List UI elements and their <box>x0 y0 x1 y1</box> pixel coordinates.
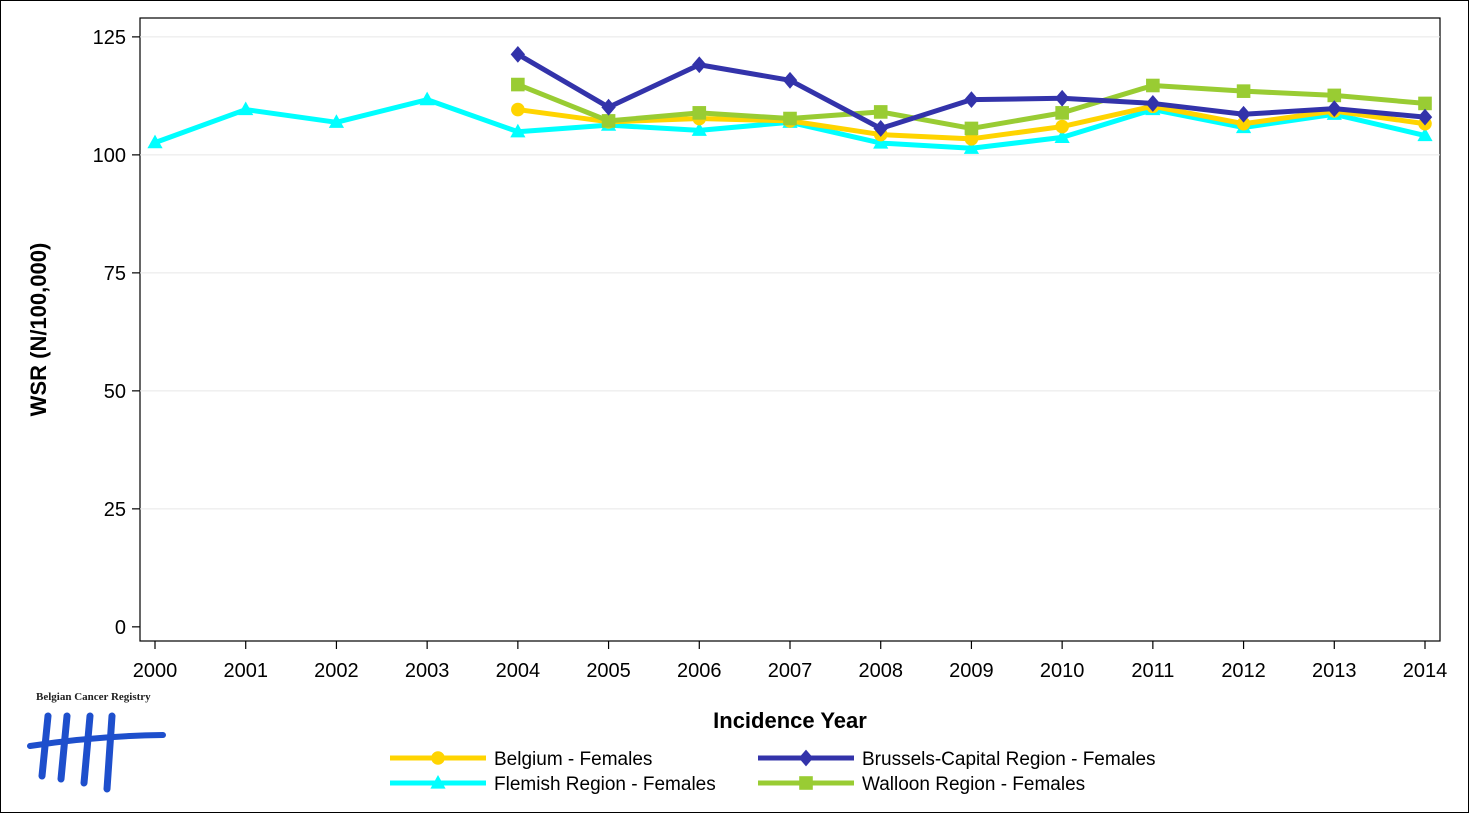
data-point <box>1055 119 1069 134</box>
legend-marker <box>798 749 814 767</box>
x-tick-label: 2009 <box>949 660 994 682</box>
x-tick-label: 2002 <box>314 660 359 682</box>
data-point <box>510 123 526 138</box>
y-axis-title: WSR (N/100,000) <box>26 243 51 417</box>
tally-stroke <box>80 712 94 787</box>
data-point <box>964 91 979 109</box>
data-point <box>238 101 254 116</box>
x-tick-label: 2005 <box>586 660 631 682</box>
y-tick-label: 125 <box>93 27 126 49</box>
x-tick-label: 2006 <box>677 660 722 682</box>
data-point <box>1418 96 1432 111</box>
data-point <box>1236 84 1251 98</box>
data-point <box>1327 100 1342 118</box>
x-tick-label: 2013 <box>1312 660 1357 682</box>
legend-label: Walloon Region - Females <box>862 774 1085 795</box>
legend-item: Flemish Region - Females <box>390 774 716 795</box>
x-axis-title: Incidence Year <box>713 708 867 733</box>
legend: Belgium - Females Brussels-Capital Region… <box>390 749 1156 795</box>
y-tick-label: 0 <box>115 617 126 639</box>
data-point <box>873 135 889 149</box>
x-tick-label: 2003 <box>405 660 450 682</box>
data-point <box>964 121 979 136</box>
data-point <box>1236 116 1251 131</box>
logo-text: Belgian Cancer Registry <box>36 691 151 703</box>
data-point <box>964 132 979 146</box>
legend-label: Flemish Region - Females <box>494 774 716 795</box>
y-axis: 0 25 50 75 100 125 <box>93 27 140 639</box>
x-tick-label: 2004 <box>496 660 541 682</box>
x-tick-label: 2014 <box>1403 660 1448 682</box>
y-tick-label: 50 <box>104 381 126 403</box>
data-point <box>691 122 707 136</box>
data-point <box>601 98 616 116</box>
legend-marker <box>799 776 813 790</box>
y-tick-label: 100 <box>93 145 126 167</box>
tally-marks-icon <box>27 712 166 793</box>
tally-stroke <box>57 712 71 783</box>
data-point <box>1417 108 1433 126</box>
data-point <box>328 114 345 128</box>
series-lines <box>147 45 1433 154</box>
data-point <box>1146 78 1160 93</box>
data-point <box>147 134 163 149</box>
data-point <box>692 56 707 74</box>
x-tick-label: 2008 <box>858 660 903 682</box>
data-point <box>511 77 525 92</box>
data-point <box>601 114 616 128</box>
legend-item: Belgium - Females <box>390 749 652 770</box>
x-tick-label: 2011 <box>1131 660 1174 682</box>
data-point <box>783 111 797 126</box>
legend-item: Walloon Region - Females <box>758 774 1085 795</box>
y-tick-label: 25 <box>104 499 126 521</box>
series-brussels-capital-region-females <box>510 45 1433 137</box>
y-tick-label: 75 <box>104 263 126 285</box>
data-point <box>511 102 525 117</box>
tally-stroke <box>103 712 116 793</box>
data-point <box>1236 105 1251 123</box>
legend-item: Brussels-Capital Region - Females <box>758 749 1156 770</box>
data-point <box>692 106 707 120</box>
x-tick-label: 2000 <box>133 660 178 682</box>
legend-label: Brussels-Capital Region - Females <box>862 749 1156 770</box>
data-point <box>1055 106 1069 120</box>
legend-marker <box>431 751 445 765</box>
data-point <box>419 91 435 106</box>
data-point <box>963 140 980 154</box>
data-point <box>1417 127 1433 142</box>
x-tick-label: 2012 <box>1221 660 1266 682</box>
x-axis: 2000 2001 2002 2003 2004 2005 2006 2007 2008 2009… <box>133 641 1448 682</box>
tally-cross-stroke <box>27 732 166 749</box>
belgian-cancer-registry-logo: Belgian Cancer Registry <box>27 691 166 793</box>
data-point <box>873 105 888 119</box>
data-point <box>510 45 526 63</box>
x-tick-label: 2010 <box>1040 660 1085 682</box>
legend-label: Belgium - Females <box>494 749 652 770</box>
data-point <box>782 71 798 89</box>
legend-marker <box>430 775 446 789</box>
data-point <box>1054 89 1070 107</box>
data-point <box>1054 129 1070 144</box>
data-point <box>1145 95 1161 112</box>
series-walloon-region-females <box>511 77 1432 136</box>
data-point <box>873 120 888 137</box>
data-point <box>1327 88 1342 103</box>
x-tick-label: 2001 <box>223 660 268 682</box>
x-tick-label: 2007 <box>768 660 813 682</box>
gridlines <box>140 36 1440 510</box>
